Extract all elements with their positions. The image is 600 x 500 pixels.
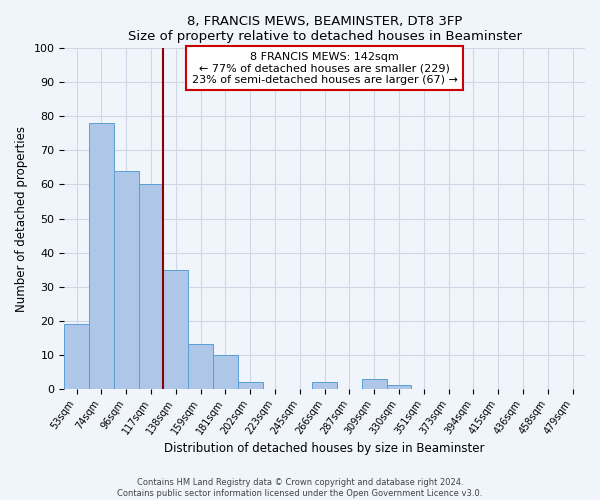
Text: Contains HM Land Registry data © Crown copyright and database right 2024.
Contai: Contains HM Land Registry data © Crown c… [118,478,482,498]
Bar [114,171,139,388]
Bar [362,378,386,388]
Bar [386,386,412,388]
Bar [213,354,238,388]
Text: 8 FRANCIS MEWS: 142sqm
← 77% of detached houses are smaller (229)
23% of semi-de: 8 FRANCIS MEWS: 142sqm ← 77% of detached… [192,52,458,85]
Bar [312,382,337,388]
Bar [64,324,89,388]
Bar [163,270,188,388]
Bar [238,382,263,388]
Y-axis label: Number of detached properties: Number of detached properties [15,126,28,312]
Title: 8, FRANCIS MEWS, BEAMINSTER, DT8 3FP
Size of property relative to detached house: 8, FRANCIS MEWS, BEAMINSTER, DT8 3FP Siz… [128,15,521,43]
Bar [188,344,213,389]
Bar [89,123,114,388]
X-axis label: Distribution of detached houses by size in Beaminster: Distribution of detached houses by size … [164,442,485,455]
Bar [139,184,163,388]
